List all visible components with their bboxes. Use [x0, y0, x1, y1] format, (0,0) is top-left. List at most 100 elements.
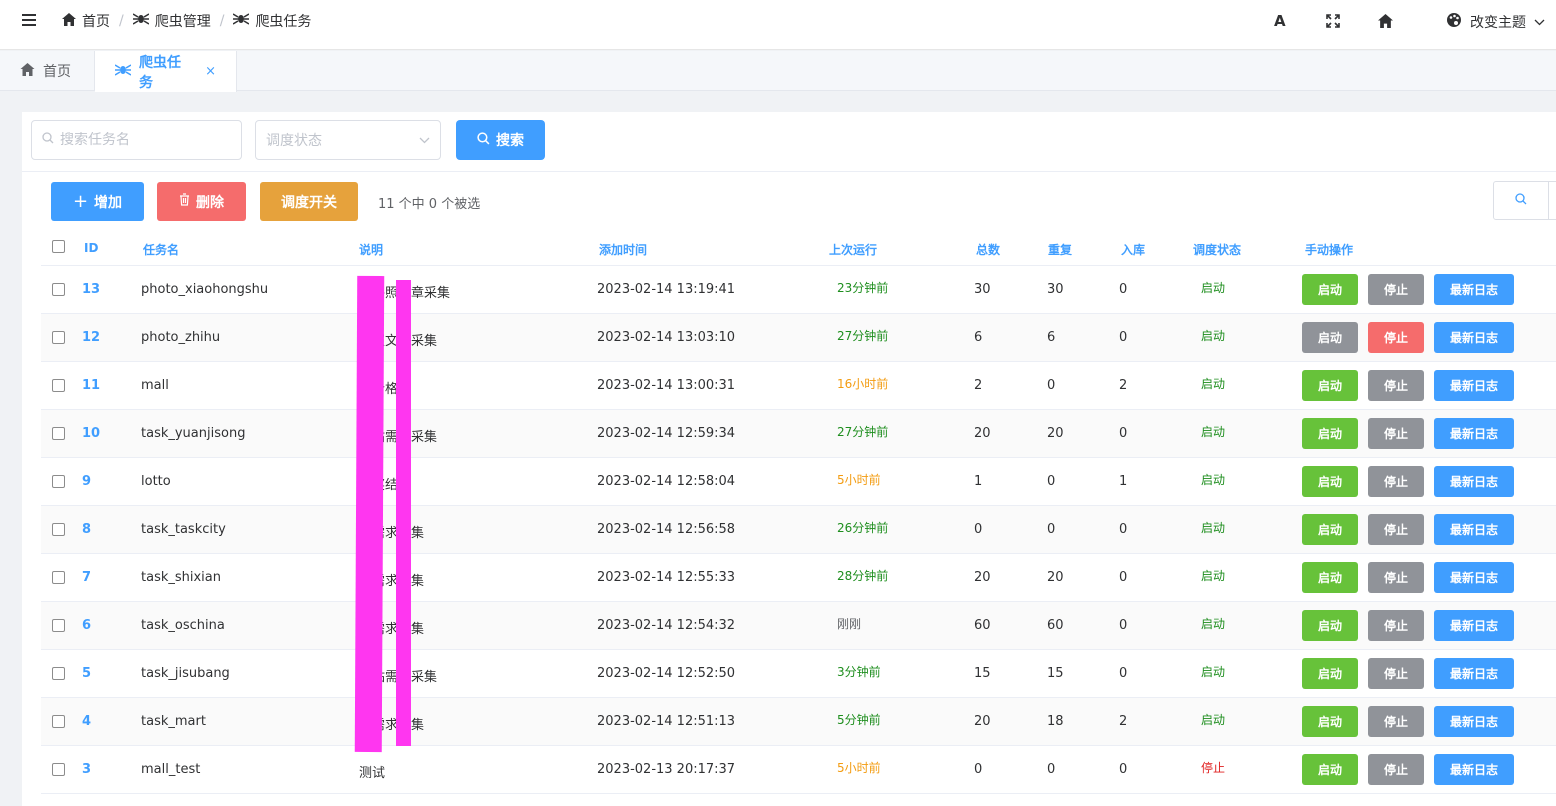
row-stored: 2: [1119, 714, 1128, 729]
column-header-last-run[interactable]: 上次运行: [829, 243, 878, 257]
row-checkbox[interactable]: [52, 379, 65, 392]
fullscreen-icon[interactable]: [1326, 14, 1340, 32]
latest-log-button[interactable]: 最新日志: [1434, 322, 1514, 353]
latest-log-button[interactable]: 最新日志: [1434, 706, 1514, 737]
search-button[interactable]: 搜索: [456, 120, 545, 160]
row-stored: 0: [1119, 666, 1128, 681]
row-id[interactable]: 7: [82, 570, 92, 585]
column-header-total[interactable]: 总数: [976, 243, 1001, 257]
row-added-time: 2023-02-14 12:55:33: [597, 570, 736, 585]
start-button[interactable]: 启动: [1302, 418, 1358, 449]
column-header-added[interactable]: 添加时间: [599, 243, 648, 257]
column-header-status[interactable]: 调度状态: [1193, 243, 1242, 257]
stop-button[interactable]: 停止: [1368, 610, 1424, 641]
font-size-icon[interactable]: A: [1274, 12, 1286, 30]
row-id[interactable]: 4: [82, 714, 92, 729]
stop-button[interactable]: 停止: [1368, 562, 1424, 593]
add-button[interactable]: + 增加: [51, 182, 144, 221]
column-header-desc[interactable]: 说明: [359, 243, 384, 257]
stop-button[interactable]: 停止: [1368, 322, 1424, 353]
start-button[interactable]: 启动: [1302, 514, 1358, 545]
row-checkbox[interactable]: [52, 475, 65, 488]
start-button[interactable]: 启动: [1302, 370, 1358, 401]
row-checkbox[interactable]: [52, 619, 65, 632]
start-button[interactable]: 启动: [1302, 706, 1358, 737]
schedule-status-select[interactable]: 调度状态: [255, 120, 441, 160]
schedule-switch-button[interactable]: 调度开关: [260, 182, 358, 221]
row-checkbox[interactable]: [52, 763, 65, 776]
row-id[interactable]: 13: [82, 282, 101, 297]
row-id[interactable]: 11: [82, 378, 101, 393]
task-name-search[interactable]: [31, 120, 242, 160]
latest-log-button[interactable]: 最新日志: [1434, 466, 1514, 497]
toolbar-button-edge[interactable]: [1548, 181, 1556, 220]
start-button[interactable]: 启动: [1302, 466, 1358, 497]
home-icon[interactable]: [1378, 14, 1393, 32]
start-button[interactable]: 启动: [1302, 754, 1358, 785]
row-checkbox[interactable]: [52, 331, 65, 344]
row-checkbox[interactable]: [52, 523, 65, 536]
latest-log-button[interactable]: 最新日志: [1434, 562, 1514, 593]
breadcrumb-home[interactable]: 首页: [62, 11, 110, 31]
latest-log-button[interactable]: 最新日志: [1434, 514, 1514, 545]
start-button[interactable]: 启动: [1302, 562, 1358, 593]
start-button[interactable]: 启动: [1302, 322, 1358, 353]
row-id[interactable]: 12: [82, 330, 101, 345]
latest-log-button[interactable]: 最新日志: [1434, 370, 1514, 401]
latest-log-button[interactable]: 最新日志: [1434, 610, 1514, 641]
column-header-dup[interactable]: 重复: [1048, 243, 1073, 257]
latest-log-button[interactable]: 最新日志: [1434, 754, 1514, 785]
start-button[interactable]: 启动: [1302, 658, 1358, 689]
row-checkbox[interactable]: [52, 427, 65, 440]
column-header-id[interactable]: ID: [84, 241, 99, 255]
chevron-down-icon: [419, 132, 430, 148]
row-id[interactable]: 3: [82, 762, 92, 777]
close-icon[interactable]: ×: [205, 64, 216, 79]
delete-button[interactable]: 删除: [157, 182, 246, 221]
row-checkbox[interactable]: [52, 667, 65, 680]
stop-button[interactable]: 停止: [1368, 658, 1424, 689]
stop-button[interactable]: 停止: [1368, 514, 1424, 545]
stop-button[interactable]: 停止: [1368, 370, 1424, 401]
stop-button[interactable]: 停止: [1368, 418, 1424, 449]
toggle-search-button[interactable]: [1493, 181, 1549, 220]
hamburger-menu-icon[interactable]: [22, 14, 36, 26]
row-stored: 0: [1119, 522, 1128, 537]
row-description: 测试: [359, 766, 386, 781]
row-task-name: task_shixian: [141, 570, 221, 585]
theme-switcher[interactable]: 改变主题: [1446, 12, 1545, 32]
breadcrumb-crawler-admin[interactable]: 爬虫管理: [132, 11, 211, 31]
stop-button[interactable]: 停止: [1368, 466, 1424, 497]
chevron-down-icon: [1534, 14, 1545, 30]
tab-crawler-task[interactable]: 爬虫任务 ×: [95, 51, 237, 92]
search-input[interactable]: [60, 132, 220, 148]
latest-log-button[interactable]: 最新日志: [1434, 418, 1514, 449]
column-header-name[interactable]: 任务名: [143, 243, 180, 257]
select-placeholder: 调度状态: [266, 133, 322, 149]
row-checkbox[interactable]: [52, 715, 65, 728]
row-last-run: 5小时前: [837, 473, 881, 487]
stop-button[interactable]: 停止: [1368, 754, 1424, 785]
row-id[interactable]: 6: [82, 618, 92, 633]
row-id[interactable]: 5: [82, 666, 92, 681]
row-id[interactable]: 10: [82, 426, 101, 441]
row-id[interactable]: 8: [82, 522, 92, 537]
stop-button[interactable]: 停止: [1368, 274, 1424, 305]
column-header-stored[interactable]: 入库: [1121, 243, 1146, 257]
row-checkbox[interactable]: [52, 571, 65, 584]
stop-button[interactable]: 停止: [1368, 706, 1424, 737]
select-all-checkbox[interactable]: [52, 240, 65, 253]
tab-home[interactable]: 首页: [0, 51, 95, 91]
row-checkbox[interactable]: [52, 283, 65, 296]
row-id[interactable]: 9: [82, 474, 92, 489]
latest-log-button[interactable]: 最新日志: [1434, 658, 1514, 689]
start-button[interactable]: 启动: [1302, 274, 1358, 305]
row-last-run: 5分钟前: [837, 713, 881, 727]
row-last-run: 3分钟前: [837, 665, 881, 679]
palette-icon: [1446, 12, 1462, 32]
latest-log-button[interactable]: 最新日志: [1434, 274, 1514, 305]
table-row: 7 task_shixian 网需求采集 2023-02-14 12:55:33 28分…: [41, 554, 1556, 602]
start-button[interactable]: 启动: [1302, 610, 1358, 641]
row-last-run: 16小时前: [837, 377, 889, 391]
